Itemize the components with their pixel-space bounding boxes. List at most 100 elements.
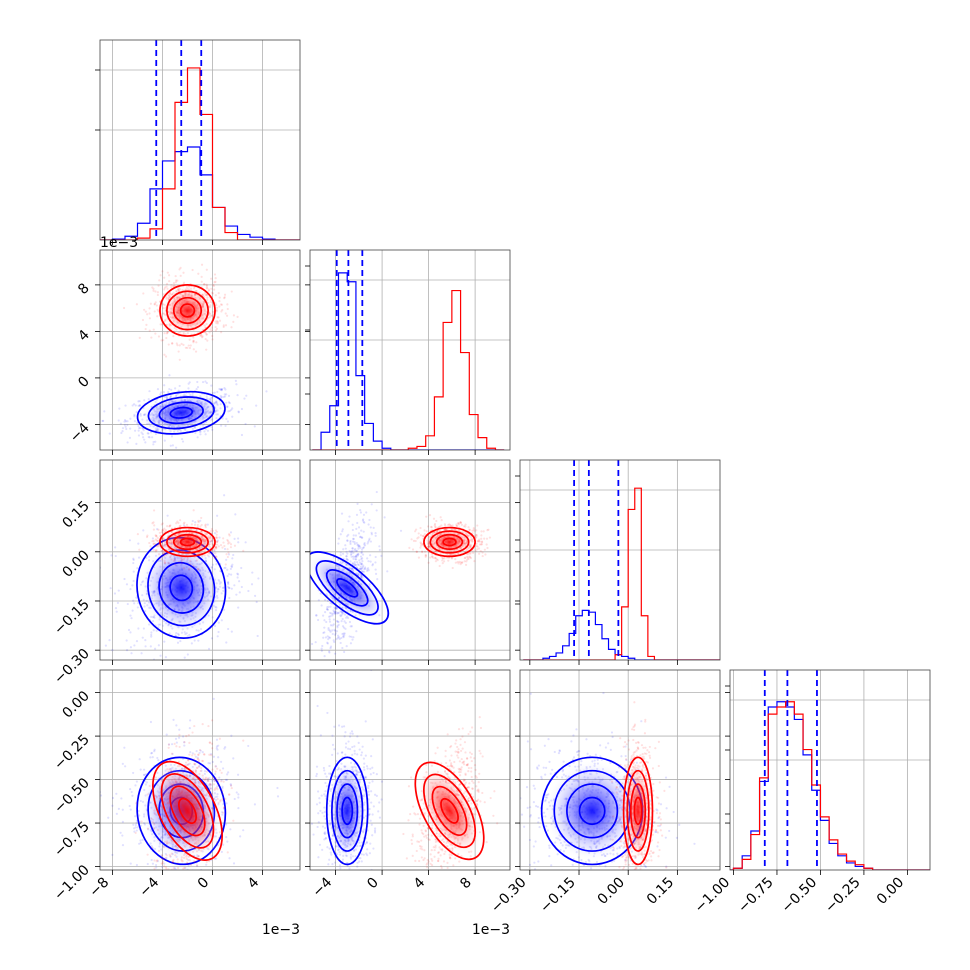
scatter-point-blue <box>227 585 230 589</box>
scatter-point-blue <box>175 724 178 727</box>
scatter-point-blue <box>378 545 381 548</box>
scatter-point-blue <box>324 636 328 639</box>
scatter-point-blue <box>143 438 146 441</box>
scatter-point-blue <box>129 862 132 865</box>
scatter-point-red <box>152 542 155 545</box>
scatter-point-red <box>486 546 489 550</box>
scatter-point-blue <box>166 514 169 517</box>
scatter-point-blue <box>361 570 364 573</box>
scatter-point-blue <box>322 636 325 639</box>
scatter-point-red <box>215 308 218 312</box>
scatter-point-blue <box>334 610 337 613</box>
scatter-point-blue <box>331 629 334 632</box>
panel-content <box>100 670 300 870</box>
scatter-point-blue <box>333 640 336 644</box>
scatter-point-red <box>152 289 155 292</box>
scatter-point-blue <box>141 636 144 639</box>
scatter-point-red <box>158 531 161 534</box>
scatter-point-blue <box>135 780 138 783</box>
scatter-point-red <box>457 523 461 526</box>
scatter-point-blue <box>184 866 187 870</box>
scatter-point-red <box>205 284 209 287</box>
scatter-point-red <box>478 540 481 543</box>
scatter-point-red <box>166 524 169 528</box>
scatter-point-red <box>200 334 203 337</box>
scatter-point-red <box>164 554 168 557</box>
scatter-point-blue <box>210 637 214 640</box>
scatter-point-red <box>159 274 162 277</box>
scatter-point-red <box>207 289 210 293</box>
contour-red <box>179 537 196 547</box>
scatter-point-red <box>199 525 202 528</box>
scatter-point-blue <box>191 519 194 523</box>
scatter-point-red <box>163 286 167 289</box>
scatter-point-blue <box>119 422 122 425</box>
scatter-point-red <box>229 546 233 549</box>
scatter-point-blue <box>358 561 362 564</box>
scatter-point-red <box>421 542 424 546</box>
scatter-point-blue <box>115 610 118 613</box>
scatter-point-blue <box>134 404 137 407</box>
scatter-point-red <box>475 533 478 537</box>
scatter-point-red <box>480 541 484 544</box>
scatter-point-blue <box>222 843 225 846</box>
scatter-point-blue <box>166 662 168 664</box>
scatter-point-blue <box>136 422 139 425</box>
scatter-point-blue <box>139 839 142 842</box>
scatter-point-blue <box>328 636 331 639</box>
scatter-point-blue <box>276 786 279 790</box>
scatter-point-blue <box>351 638 354 641</box>
scatter-point-blue <box>358 545 361 548</box>
scatter-point-blue <box>363 567 366 571</box>
scatter-point-blue <box>224 746 227 749</box>
scatter-point-red <box>168 280 171 283</box>
scatter-point-red <box>466 553 470 556</box>
scatter-point-blue <box>150 631 153 634</box>
scatter-point-blue <box>334 629 337 632</box>
scatter-point-red <box>481 551 484 554</box>
scatter-point-blue <box>345 616 348 619</box>
scatter-point-blue <box>129 588 132 591</box>
scatter-point-red <box>414 539 417 543</box>
scatter-point-red <box>157 553 161 556</box>
scatter-point-blue <box>131 404 134 407</box>
scatter-point-blue <box>328 636 332 639</box>
scatter-point-red <box>206 554 209 557</box>
scatter-point-red <box>447 556 451 559</box>
scatter-point-blue <box>193 639 196 642</box>
scatter-point-blue <box>115 792 118 795</box>
scatter-point-blue <box>205 381 208 385</box>
scatter-point-red <box>215 547 218 550</box>
scatter-point-red <box>224 312 227 315</box>
scatter-point-blue <box>349 560 352 563</box>
scatter-point-blue <box>111 804 114 807</box>
scatter-point-blue <box>116 601 120 605</box>
panel-frame <box>99 39 301 241</box>
scatter-point-blue <box>136 606 139 609</box>
scatter-point-blue <box>337 636 341 639</box>
scatter-point-blue <box>343 613 347 616</box>
scatter-point-red <box>439 516 442 519</box>
scatter-point-blue <box>236 394 239 397</box>
scatter-point-red <box>203 554 206 557</box>
scatter-point-red <box>154 538 157 541</box>
scatter-point-blue <box>329 615 332 618</box>
scatter-point-red <box>486 529 489 532</box>
scatter-point-blue <box>244 541 247 544</box>
scatter-point-red <box>180 342 183 345</box>
scatter-point-red <box>421 550 424 554</box>
scatter-point-blue <box>353 562 356 566</box>
scatter-point-red <box>175 342 178 345</box>
scatter-point-red <box>214 325 217 329</box>
scatter-point-blue <box>367 523 370 526</box>
scatter-point-blue <box>219 394 222 398</box>
scatter-point-blue <box>374 555 377 559</box>
y-tick-label: −0.30 <box>51 646 93 688</box>
scatter-point-blue <box>329 601 332 605</box>
scatter-point-blue <box>340 610 343 613</box>
scatter-point-blue <box>335 607 338 610</box>
scatter-point-red <box>472 551 475 555</box>
scatter-point-blue <box>349 539 352 543</box>
scatter-point-blue <box>359 565 362 568</box>
scatter-point-blue <box>371 563 375 566</box>
